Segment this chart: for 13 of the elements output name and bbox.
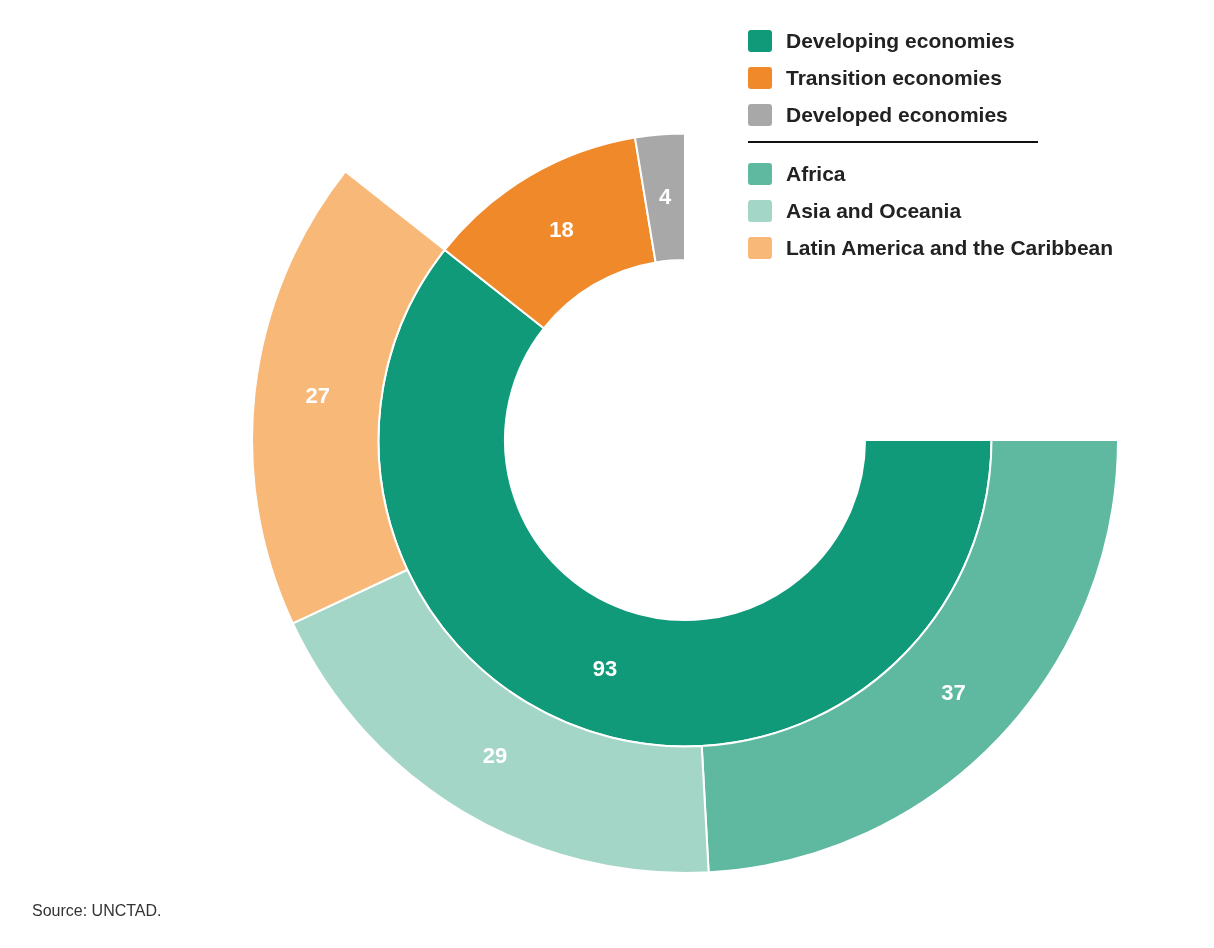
data-label: 37 bbox=[941, 680, 966, 706]
data-label: 4 bbox=[658, 183, 672, 209]
data-label: 29 bbox=[482, 743, 508, 769]
legend-label: Latin America and the Caribbean bbox=[786, 235, 1114, 260]
data-label: 18 bbox=[549, 216, 574, 242]
data-label: 93 bbox=[592, 655, 618, 681]
legend-label: Developed economies bbox=[786, 102, 1008, 127]
legend-label: Africa bbox=[786, 161, 846, 186]
legend-label: Asia and Oceania bbox=[786, 198, 962, 223]
legend-label: Developing economies bbox=[786, 28, 1015, 53]
data-label: 27 bbox=[305, 383, 330, 409]
source-note: Source: UNCTAD. bbox=[32, 902, 162, 920]
legend-label: Transition economies bbox=[786, 65, 1002, 90]
